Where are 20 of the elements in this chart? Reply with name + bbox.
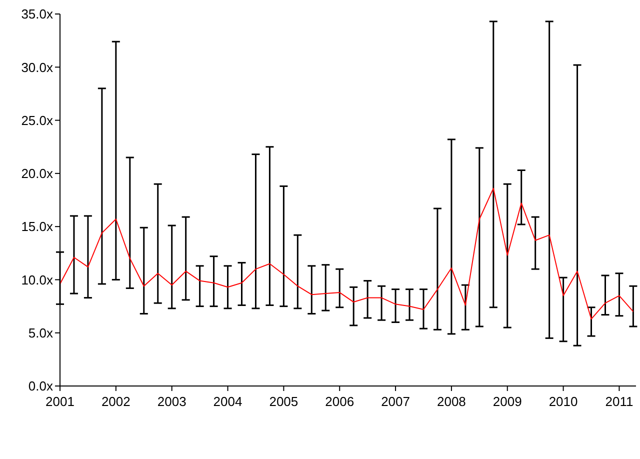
x-tick-label: 2011 [605,394,634,410]
x-tick-label: 2005 [269,394,298,410]
y-tick-label: 35.0x [21,6,54,22]
x-tick-label: 2007 [381,394,410,410]
x-tick-label: 2006 [325,394,354,410]
x-tick-label: 2003 [157,394,186,410]
y-tick-label: 5.0x [28,325,54,340]
x-tick-label: 2009 [492,394,522,410]
y-tick-label: 25.0x [21,112,54,128]
y-tick-label: 30.0x [21,60,54,75]
y-tick-label: 15.0x [21,219,54,234]
y-tick-label: 10.0x [21,272,54,288]
y-tick-label: 20.0x [21,166,54,182]
x-tick-label: 2001 [46,394,74,410]
x-tick-label: 2004 [213,394,242,410]
line-series [60,188,634,320]
x-tick-label: 2010 [548,394,578,410]
x-tick-label: 2008 [436,394,466,410]
x-tick-label: 2002 [101,394,130,410]
y-tick-label: 0.0x [28,378,54,394]
